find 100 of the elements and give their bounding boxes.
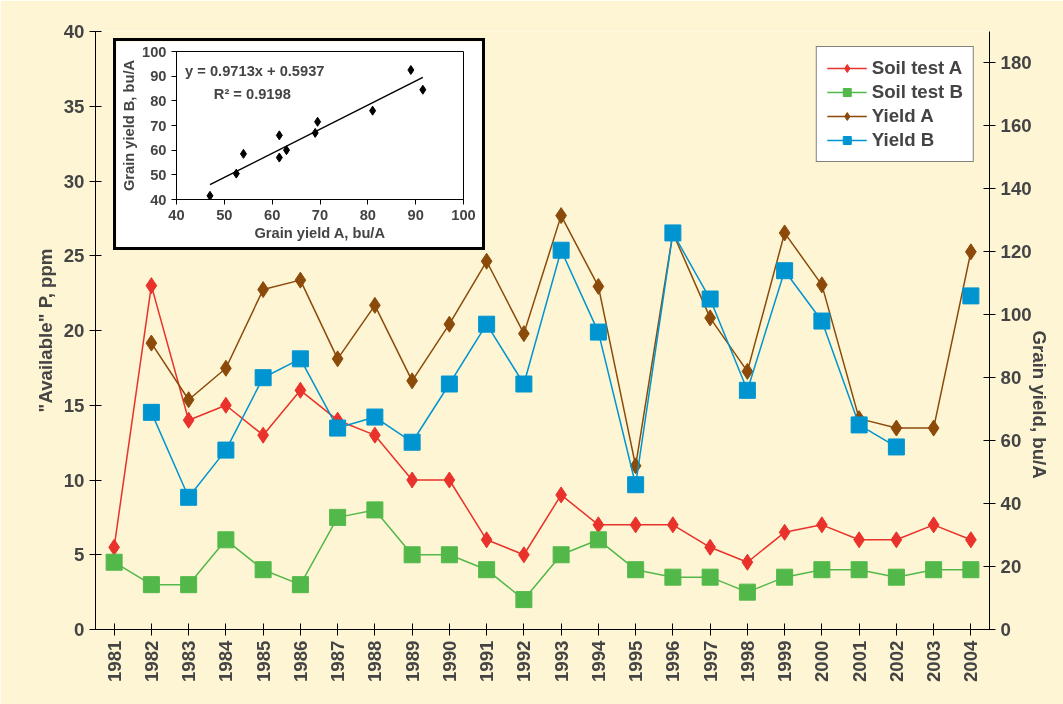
y-tick-label: 15 (63, 394, 85, 416)
point (407, 65, 415, 75)
point (480, 531, 493, 549)
y-tick-label: 60 (150, 142, 167, 159)
point (440, 546, 458, 564)
y-tick-label: 20 (63, 320, 85, 341)
y-tick-label: 35 (63, 95, 85, 117)
point (515, 591, 533, 609)
point (813, 561, 831, 579)
y-tick-label: 80 (150, 92, 167, 109)
x-tick-label: 50 (216, 206, 233, 223)
x-tick-label: 1996 (662, 640, 684, 682)
y-tick-label: 10 (63, 469, 85, 491)
x-tick-label: 1993 (550, 640, 572, 682)
x-tick-label: 1984 (215, 639, 237, 682)
y2-axis-title: Grain yield, bu/A (1029, 330, 1051, 479)
x-tick-label: 1983 (178, 640, 200, 682)
point (515, 375, 533, 393)
point (741, 553, 754, 571)
point (369, 105, 377, 116)
y-tick-label: 30 (63, 170, 85, 192)
annotation: R² = 0.9198 (213, 85, 291, 102)
point (592, 277, 605, 295)
y-tick-label: 40 (63, 21, 85, 42)
point (738, 381, 756, 399)
x-tick-label: 1999 (774, 640, 796, 682)
point (962, 287, 980, 305)
point (776, 568, 794, 586)
point (329, 508, 347, 526)
point (443, 315, 456, 333)
point (254, 561, 272, 579)
legend-label: Yield A (871, 105, 934, 127)
y-tick-label: 25 (63, 245, 85, 267)
point (927, 419, 940, 437)
x-tick-label: 1982 (140, 640, 162, 682)
point (890, 419, 903, 437)
point (275, 152, 283, 163)
point (182, 411, 195, 429)
point (217, 441, 235, 459)
x-tick-label: 2002 (885, 640, 907, 682)
y2-tick-label: 120 (1000, 241, 1032, 263)
point (478, 561, 496, 579)
y2-tick-label: 160 (1000, 115, 1032, 137)
point (592, 516, 605, 534)
annotation: y = 0.9713x + 0.5937 (185, 63, 325, 80)
y-tick-label: 5 (74, 544, 85, 566)
y2-tick-label: 20 (1000, 556, 1022, 578)
point (741, 362, 754, 380)
x-tick-label: 1994 (587, 639, 609, 682)
x-tick-label: 100 (451, 206, 476, 223)
point (254, 369, 272, 387)
point (419, 84, 427, 95)
point (887, 568, 905, 586)
y-tick-label: 100 (142, 43, 167, 60)
x-tick-label: 1997 (699, 640, 721, 682)
point (478, 315, 496, 333)
x-tick-label: 80 (359, 206, 376, 223)
point (589, 323, 607, 341)
point (275, 130, 283, 141)
y2-tick-label: 60 (1000, 430, 1022, 452)
point (206, 190, 214, 200)
point (962, 561, 980, 579)
y2-tick-label: 40 (1000, 493, 1022, 515)
point (440, 375, 458, 393)
point (925, 561, 943, 579)
y-axis-title: "Available" P, ppm (34, 248, 56, 413)
x-tick-label: 2003 (923, 640, 945, 682)
x-tick-label: 60 (264, 206, 281, 223)
point (311, 127, 319, 138)
point (283, 145, 291, 156)
point (142, 403, 160, 421)
point (314, 116, 322, 127)
point (403, 546, 421, 564)
y2-tick-label: 0 (1000, 619, 1011, 640)
point (890, 531, 903, 549)
y2-tick-label: 80 (1000, 367, 1022, 389)
legend-label: Soil test A (871, 57, 963, 79)
point (142, 576, 160, 594)
point (294, 271, 307, 289)
y2-tick-label: 180 (1000, 52, 1032, 74)
x-tick-label: 1998 (736, 640, 758, 682)
point (291, 350, 309, 368)
point (329, 419, 347, 437)
point (443, 471, 456, 489)
point (589, 531, 607, 549)
point (145, 334, 158, 352)
x-tick-label: 1986 (289, 640, 311, 682)
x-tick-label: 1989 (401, 640, 423, 682)
point (331, 350, 344, 368)
x-tick-label: 2000 (811, 640, 833, 682)
x-tick-label: 90 (407, 206, 424, 223)
x-tick-label: 2001 (848, 640, 870, 682)
y-tick-label: 90 (150, 68, 167, 85)
legend-label: Yield B (871, 129, 935, 151)
y-tick-label: 40 (150, 191, 167, 208)
x-axis-title: Grain yield A, bu/A (254, 224, 386, 241)
point (778, 224, 791, 242)
point (480, 252, 493, 270)
point (664, 568, 682, 586)
point (738, 583, 756, 601)
